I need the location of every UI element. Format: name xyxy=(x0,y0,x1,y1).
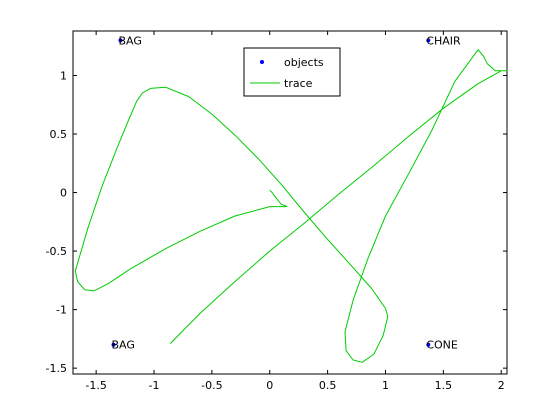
y-tick-label: -0.5 xyxy=(46,245,67,258)
legend-box xyxy=(243,47,341,97)
y-tick-label: 0 xyxy=(60,187,67,200)
x-tick-label: 2 xyxy=(498,379,505,392)
trace-line xyxy=(74,49,508,363)
object-marker xyxy=(111,342,116,347)
y-tick-label: 1 xyxy=(60,69,67,82)
legend: objects trace xyxy=(243,47,341,97)
x-tick-label: 1 xyxy=(382,379,389,392)
x-tick-label: -1 xyxy=(149,379,160,392)
object-marker xyxy=(426,38,431,43)
object-label: BAG xyxy=(112,339,135,352)
legend-objects-marker xyxy=(260,60,264,64)
legend-objects-label: objects xyxy=(284,56,324,69)
object-marker xyxy=(426,342,431,347)
ticks-layer: -1.5 -1 -0.5 0 0.5 1 1.5 2 -1.5 -1 -0.5 0 0.5 1 xyxy=(46,31,507,392)
x-tick-label: 0 xyxy=(266,379,273,392)
object-label: CHAIR xyxy=(426,34,461,47)
trace-layer xyxy=(74,49,508,363)
objects-layer: BAG CHAIR BAG CONE xyxy=(111,34,461,352)
y-tick-label: 0.5 xyxy=(50,128,68,141)
y-tick-label: -1.5 xyxy=(46,362,67,375)
object-label: BAG xyxy=(118,34,141,47)
y-tick-label: -1 xyxy=(56,304,67,317)
object-marker xyxy=(118,38,123,43)
legend-trace-label: trace xyxy=(284,77,313,90)
x-tick-label: -0.5 xyxy=(201,379,222,392)
x-tick-label: 0.5 xyxy=(319,379,337,392)
object-label: CONE xyxy=(426,339,458,352)
x-tick-label: -1.5 xyxy=(85,379,106,392)
x-tick-label: 1.5 xyxy=(435,379,453,392)
